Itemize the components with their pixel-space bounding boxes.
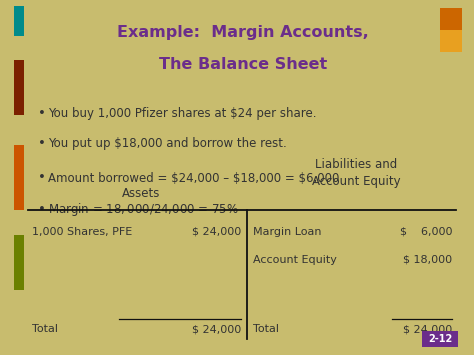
Text: $ 24,000: $ 24,000 [192, 227, 241, 237]
Text: 2-12: 2-12 [428, 334, 452, 344]
Text: You buy 1,000 Pfizer shares at $24 per share.: You buy 1,000 Pfizer shares at $24 per s… [48, 108, 317, 120]
Text: •: • [38, 108, 46, 120]
Text: Total: Total [32, 324, 58, 334]
Text: Example:  Margin Accounts,: Example: Margin Accounts, [117, 26, 369, 40]
Text: You put up $18,000 and borrow the rest.: You put up $18,000 and borrow the rest. [48, 137, 287, 151]
Text: Liabilities and
Account Equity: Liabilities and Account Equity [311, 158, 400, 188]
Text: The Balance Sheet: The Balance Sheet [159, 57, 327, 72]
Text: Margin Loan: Margin Loan [253, 227, 322, 237]
Text: $    6,000: $ 6,000 [400, 227, 452, 237]
Text: Assets: Assets [122, 187, 160, 200]
Bar [14, 60, 24, 115]
Bar [14, 145, 24, 210]
Bar [422, 331, 458, 347]
Text: Margin = $18,000 / $24,000 = 75%: Margin = $18,000 / $24,000 = 75% [48, 202, 239, 218]
Bar [14, 6, 24, 36]
Text: Total: Total [253, 324, 279, 334]
Text: •: • [38, 203, 46, 217]
Text: •: • [38, 171, 46, 185]
Bar [440, 30, 462, 52]
Bar [440, 8, 462, 30]
Text: •: • [38, 137, 46, 151]
Text: $ 24,000: $ 24,000 [403, 324, 452, 334]
Text: $ 24,000: $ 24,000 [192, 324, 241, 334]
Text: Account Equity: Account Equity [253, 255, 337, 265]
Text: 1,000 Shares, PFE: 1,000 Shares, PFE [32, 227, 132, 237]
Bar [14, 235, 24, 290]
Text: Amount borrowed = $24,000 – $18,000 = $6,000: Amount borrowed = $24,000 – $18,000 = $6… [48, 171, 339, 185]
Text: $ 18,000: $ 18,000 [403, 255, 452, 265]
Bar [24, 8, 26, 347]
